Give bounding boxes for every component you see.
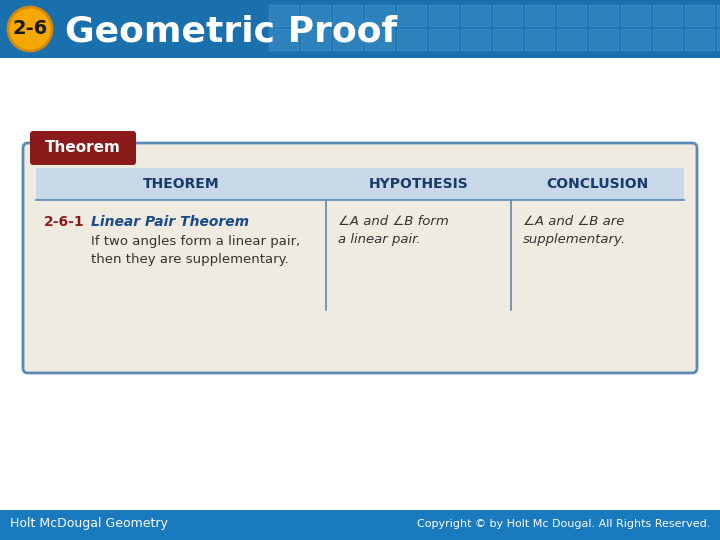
FancyBboxPatch shape bbox=[621, 5, 651, 27]
Text: THEOREM: THEOREM bbox=[143, 177, 220, 191]
Text: Linear Pair Theorem: Linear Pair Theorem bbox=[91, 215, 249, 229]
FancyBboxPatch shape bbox=[589, 5, 619, 27]
Text: then they are supplementary.: then they are supplementary. bbox=[91, 253, 289, 266]
FancyBboxPatch shape bbox=[557, 29, 587, 51]
FancyBboxPatch shape bbox=[23, 143, 697, 373]
FancyBboxPatch shape bbox=[36, 168, 684, 200]
FancyBboxPatch shape bbox=[653, 29, 683, 51]
FancyBboxPatch shape bbox=[557, 5, 587, 27]
Text: Theorem: Theorem bbox=[45, 140, 121, 156]
Text: If two angles form a linear pair,: If two angles form a linear pair, bbox=[91, 235, 300, 248]
Text: CONCLUSION: CONCLUSION bbox=[546, 177, 649, 191]
Text: Holt McDougal Geometry: Holt McDougal Geometry bbox=[10, 517, 168, 530]
Text: ∠A and ∠B are: ∠A and ∠B are bbox=[523, 215, 624, 228]
FancyBboxPatch shape bbox=[333, 29, 363, 51]
Text: Copyright © by Holt Mc Dougal. All Rights Reserved.: Copyright © by Holt Mc Dougal. All Right… bbox=[417, 519, 710, 529]
FancyBboxPatch shape bbox=[301, 5, 331, 27]
FancyBboxPatch shape bbox=[685, 5, 715, 27]
FancyBboxPatch shape bbox=[685, 29, 715, 51]
FancyBboxPatch shape bbox=[365, 5, 395, 27]
FancyBboxPatch shape bbox=[0, 0, 720, 58]
FancyBboxPatch shape bbox=[0, 510, 720, 540]
FancyBboxPatch shape bbox=[525, 29, 555, 51]
FancyBboxPatch shape bbox=[397, 29, 427, 51]
Text: 2-6: 2-6 bbox=[12, 19, 48, 38]
Text: HYPOTHESIS: HYPOTHESIS bbox=[369, 177, 469, 191]
FancyBboxPatch shape bbox=[525, 5, 555, 27]
Text: a linear pair.: a linear pair. bbox=[338, 233, 420, 246]
FancyBboxPatch shape bbox=[589, 29, 619, 51]
Text: supplementary.: supplementary. bbox=[523, 233, 626, 246]
FancyBboxPatch shape bbox=[269, 5, 299, 27]
Text: ∠A and ∠B form: ∠A and ∠B form bbox=[338, 215, 449, 228]
FancyBboxPatch shape bbox=[30, 131, 136, 165]
Text: Geometric Proof: Geometric Proof bbox=[65, 14, 397, 48]
FancyBboxPatch shape bbox=[269, 29, 299, 51]
FancyBboxPatch shape bbox=[717, 5, 720, 27]
FancyBboxPatch shape bbox=[461, 5, 491, 27]
FancyBboxPatch shape bbox=[493, 29, 523, 51]
Text: 2-6-1: 2-6-1 bbox=[44, 215, 85, 229]
FancyBboxPatch shape bbox=[429, 29, 459, 51]
FancyBboxPatch shape bbox=[717, 29, 720, 51]
FancyBboxPatch shape bbox=[365, 29, 395, 51]
FancyBboxPatch shape bbox=[333, 5, 363, 27]
FancyBboxPatch shape bbox=[653, 5, 683, 27]
FancyBboxPatch shape bbox=[0, 58, 720, 540]
FancyBboxPatch shape bbox=[493, 5, 523, 27]
Circle shape bbox=[8, 7, 52, 51]
FancyBboxPatch shape bbox=[301, 29, 331, 51]
FancyBboxPatch shape bbox=[397, 5, 427, 27]
FancyBboxPatch shape bbox=[461, 29, 491, 51]
FancyBboxPatch shape bbox=[429, 5, 459, 27]
FancyBboxPatch shape bbox=[621, 29, 651, 51]
